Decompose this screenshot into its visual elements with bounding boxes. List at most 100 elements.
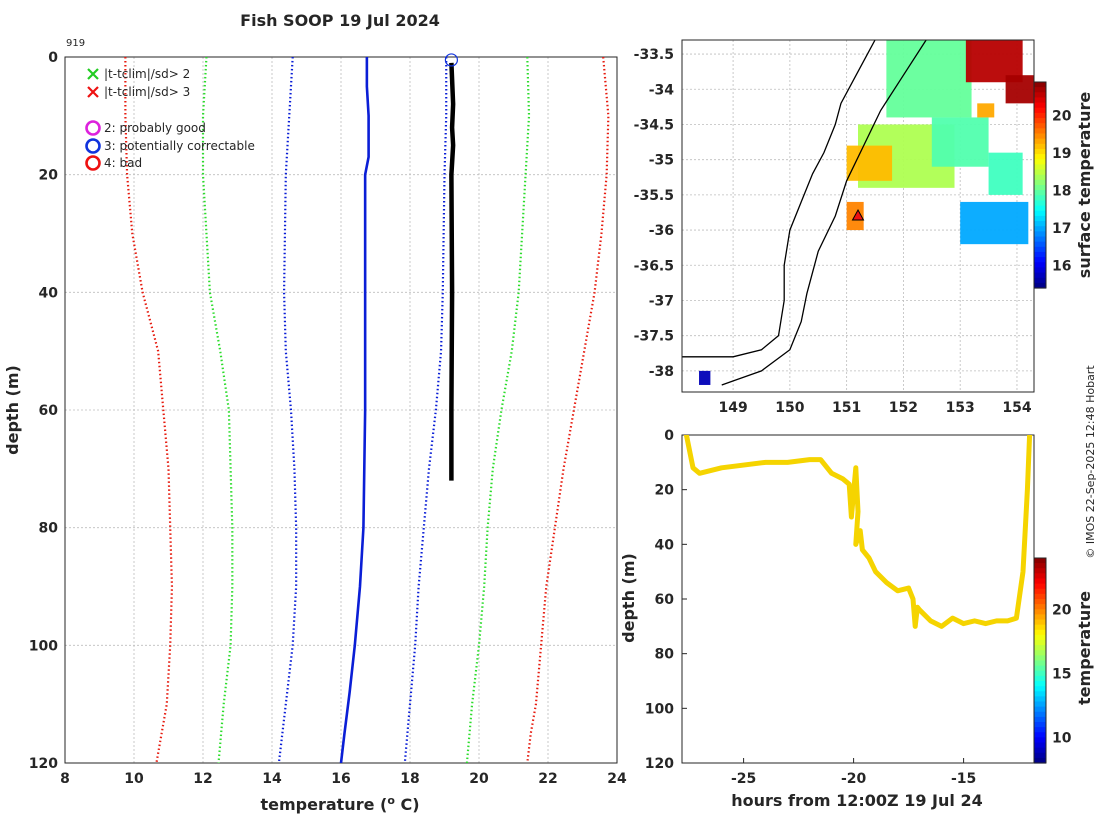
map-colorbar-segment <box>1034 159 1046 165</box>
map-colorbar-segment <box>1034 241 1046 248</box>
map-colorbar-segment <box>1034 123 1046 129</box>
time-colorbar-segment <box>1034 732 1046 738</box>
time-ytick-label: 40 <box>655 537 675 553</box>
figure-title: Fish SOOP 19 Jul 2024 <box>240 11 440 30</box>
profile-ticks: 8 10 12 14 16 18 20 22 24 0 20 40 60 80 100 120 <box>29 50 627 787</box>
time-ticks: -25 -20 -15 0 20 40 60 80 100 120 <box>645 428 1035 787</box>
profile-series-observed-profile <box>449 62 456 481</box>
map-lon-tick-label: 154 <box>1002 400 1031 416</box>
map-heatmap <box>699 40 1034 385</box>
map-colorbar-segment <box>1034 262 1046 268</box>
profile-ytick-label: 0 <box>48 50 58 66</box>
profile-id: 919 <box>66 38 85 49</box>
legend-circle-marker <box>85 138 101 154</box>
map-colorbar-segment <box>1034 251 1046 258</box>
profile-xtick-label: 12 <box>193 771 212 787</box>
map-colorbar-segment <box>1034 102 1046 109</box>
map-colorbar: 16 17 18 19 20 <box>1033 81 1072 289</box>
profile-markers <box>444 53 458 67</box>
profile-chart: Fish SOOP 19 Jul 2024 919 8 10 12 14 16 18 20 2… <box>3 11 627 814</box>
map-colorbar-segment <box>1034 128 1046 135</box>
map-colorbar-segment <box>1034 148 1046 155</box>
map-sst-region <box>846 145 893 181</box>
map-colorbar-segment <box>1034 179 1046 186</box>
time-colorbar-segment <box>1034 650 1046 656</box>
legend-circle-marker <box>85 155 101 171</box>
time-colorbar-segment <box>1034 604 1046 610</box>
map-lon-tick-label: 153 <box>946 400 975 416</box>
depth-time-chart: -25 -20 -15 0 20 40 60 80 100 120 10 15 20 hours fr… <box>619 428 1094 810</box>
profile-ytick-label: 20 <box>39 168 59 184</box>
profile-series-mean-4sd <box>124 57 174 763</box>
time-colorbar-segment <box>1034 558 1046 564</box>
profile-xtick-label: 8 <box>60 771 70 787</box>
map-lat-tick-label: -34 <box>649 82 675 98</box>
time-colorbar-segment <box>1034 696 1046 703</box>
legend: |t-tclim|/sd> 2 |t-tclim|/sd> 3 2: probabl… <box>85 67 255 171</box>
map-colorbar-segment <box>1034 215 1046 222</box>
profile-ytick-label: 120 <box>29 756 58 772</box>
time-colorbar-segment <box>1034 573 1046 580</box>
time-colorbar-segment <box>1034 757 1046 764</box>
map-lon-tick-label: 150 <box>775 400 804 416</box>
profile-xtick-label: 22 <box>538 771 557 787</box>
time-colorbar-segment <box>1034 711 1046 718</box>
profile-xtick-label: 14 <box>262 771 282 787</box>
time-colorbar-segment <box>1034 727 1046 733</box>
time-ytick-label: 20 <box>655 483 675 499</box>
map-colorbar-segment <box>1034 133 1046 140</box>
time-colorbar-tick-label: 15 <box>1052 666 1071 682</box>
time-colorbar-segment <box>1034 737 1046 744</box>
time-colorbar-segment <box>1034 660 1046 667</box>
profile-qc-marker <box>444 53 458 67</box>
profile-series-mean-2sd <box>277 57 298 763</box>
map-sst-region <box>960 201 1029 245</box>
legend-x-marker <box>87 86 99 98</box>
map-sst-region <box>931 117 989 167</box>
time-ytick-label: 60 <box>655 592 675 608</box>
legend-item-label: 4: bad <box>104 156 142 170</box>
map-colorbar-segment <box>1034 205 1046 212</box>
map-position-marker <box>851 208 865 221</box>
time-colorbar-segment <box>1034 588 1046 595</box>
map-colorbar-segment <box>1034 97 1046 104</box>
time-colorbar: 10 15 20 <box>1033 557 1072 764</box>
time-ytick-label: 0 <box>664 428 674 444</box>
time-colorbar-segment <box>1034 583 1046 590</box>
map-colorbar-segment <box>1034 87 1046 93</box>
map-colorbar-segment <box>1034 92 1046 99</box>
time-colorbar-segment <box>1034 722 1046 728</box>
time-series <box>683 435 1033 629</box>
time-colorbar-segment <box>1034 640 1046 646</box>
time-colorbar-segment <box>1034 675 1046 682</box>
time-ytick-label: 80 <box>655 647 675 663</box>
map-lat-tick-label: -38 <box>649 364 674 380</box>
map-sst-region <box>1005 75 1034 104</box>
legend-item-label: 2: probably good <box>104 121 206 135</box>
map-coastline <box>682 40 927 386</box>
map-colorbar-segment <box>1034 82 1046 88</box>
time-colorbar-segment <box>1034 614 1046 621</box>
map-lat-tick-label: -36.5 <box>634 258 674 274</box>
time-colorbar-segment <box>1034 747 1046 754</box>
map-colorbar-segment <box>1034 236 1046 243</box>
map-triangle-marker <box>851 208 865 221</box>
time-colorbar-segment <box>1034 691 1046 697</box>
map-colorbar-tick-label: 17 <box>1052 221 1071 237</box>
map-shelf-contour <box>721 40 927 386</box>
map-colorbar-segment <box>1034 272 1046 279</box>
legend-item-label: |t-tclim|/sd> 2 <box>104 67 190 81</box>
map-lat-tick-label: -36 <box>649 223 674 239</box>
map-sst-region <box>988 152 1023 195</box>
profile-xtick-label: 10 <box>124 771 144 787</box>
map-colorbar-segment <box>1034 277 1046 284</box>
time-colorbar-segment <box>1034 578 1046 585</box>
time-ytick-label: 120 <box>645 756 674 772</box>
profile-grid <box>64 56 618 764</box>
time-colorbar-segment <box>1034 568 1046 574</box>
map-lon-tick-label: 152 <box>889 400 918 416</box>
map-sst-region <box>886 40 972 118</box>
map-lat-tick-label: -35 <box>649 153 674 169</box>
time-ytick-label: 100 <box>645 701 674 717</box>
